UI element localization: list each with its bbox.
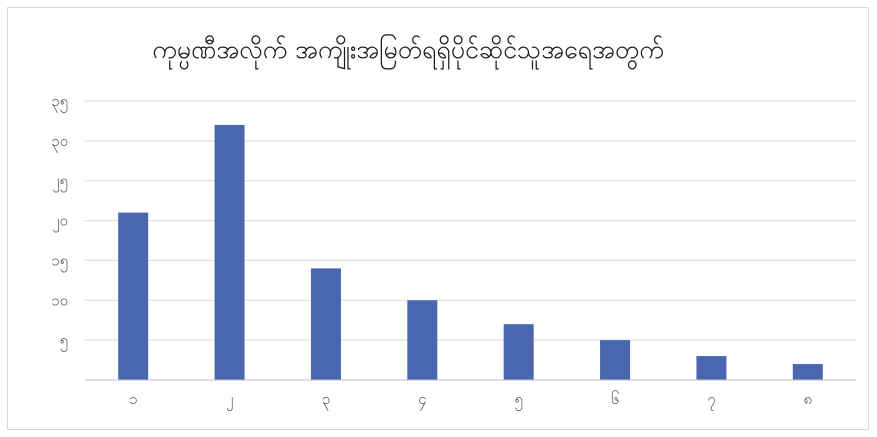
x-tick-label: ၃: [322, 390, 330, 411]
x-tick-label: ၅: [514, 390, 522, 411]
bar: [792, 364, 823, 380]
y-tick-label: ၁၅: [51, 251, 68, 272]
bar: [214, 124, 245, 381]
bar-chart: ကုမ္ပဏီအလိုက် အကျိုးအမြတ်ရရှိပိုင်ဆိုင်သ…: [51, 34, 856, 411]
x-tick-label: ၄: [418, 390, 426, 411]
x-tick-label: ၁: [129, 390, 137, 408]
y-tick-label: ၅: [60, 331, 68, 352]
y-tick-label: ၁၀: [51, 291, 68, 309]
y-tick-label: ၃၅: [51, 92, 68, 113]
x-axis-ticks: ၁ ၂ ၃ ၄ ၅ ၆ ၇ ၈: [129, 390, 812, 411]
x-tick-label: ၂: [226, 390, 233, 411]
chart-title: ကုမ္ပဏီအလိုက် အကျိုးအမြတ်ရရှိပိုင်ဆိုင်သ…: [152, 34, 664, 70]
chart-frame: ကုမ္ပဏီအလိုက် အကျိုးအမြတ်ရရှိပိုင်ဆိုင်သ…: [7, 7, 869, 430]
bar: [118, 212, 149, 380]
bar: [503, 324, 534, 380]
bars: [118, 124, 823, 381]
bar: [696, 356, 727, 380]
x-tick-label: ၆: [611, 390, 619, 408]
bar: [310, 268, 341, 380]
y-tick-label: ၂၀: [52, 212, 68, 233]
y-axis-ticks: ၅ ၁၀ ၁၅ ၂၀ ၂၅ ၃၀ ၃၅: [51, 92, 68, 352]
bar: [600, 340, 631, 380]
y-tick-label: ၃၀: [51, 132, 68, 153]
x-tick-label: ၇: [707, 390, 715, 411]
x-tick-label: ၈: [804, 390, 813, 408]
bar: [407, 300, 438, 380]
y-tick-label: ၂၅: [52, 172, 68, 193]
gridlines: [85, 100, 856, 341]
